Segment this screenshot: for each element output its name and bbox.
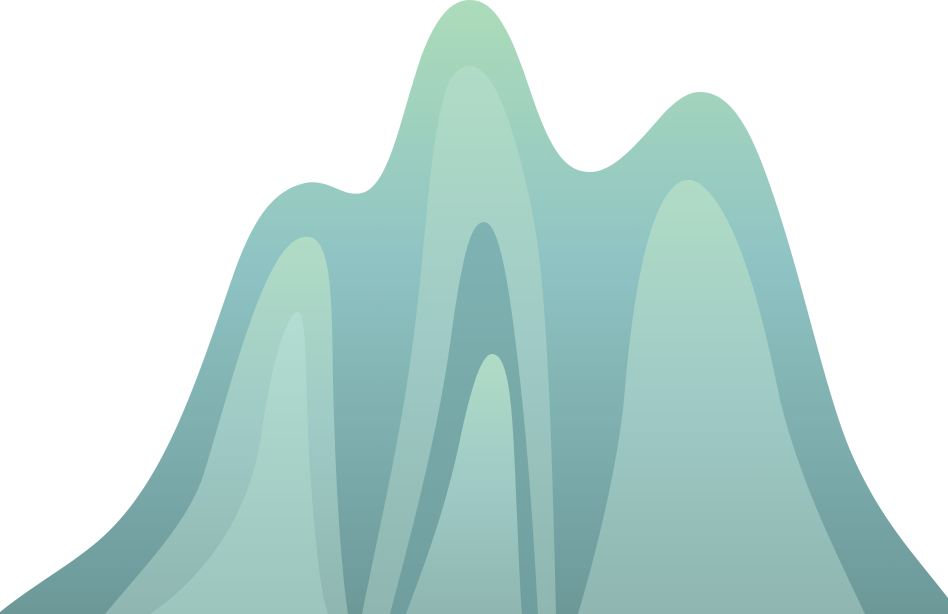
mountain-right-peak [578, 179, 865, 614]
mountain-center-front-peak [406, 354, 522, 614]
mountain-left-front-peak [150, 312, 328, 614]
